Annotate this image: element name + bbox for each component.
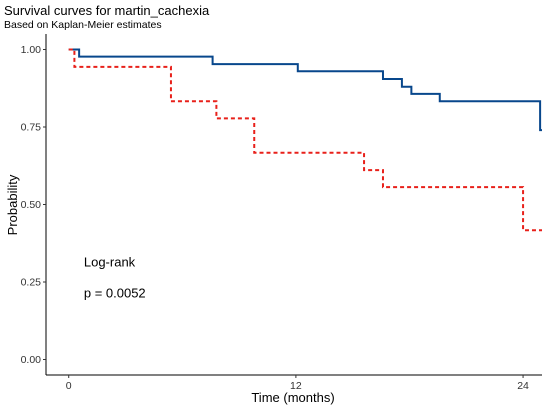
log-rank-label: Log-rank bbox=[84, 255, 136, 270]
x-tick-label: 24 bbox=[517, 380, 529, 392]
y-tick-label: 0.75 bbox=[21, 122, 42, 134]
x-tick-label: 12 bbox=[290, 380, 302, 392]
series-2-curve bbox=[68, 48, 542, 232]
y-tick-label: 0.00 bbox=[21, 354, 42, 366]
y-tick-label: 0.50 bbox=[21, 199, 42, 211]
y-axis-title: Probability bbox=[5, 174, 20, 235]
x-tick-label: 0 bbox=[66, 380, 72, 392]
series-1-curve bbox=[68, 48, 542, 132]
y-tick-label: 0.25 bbox=[21, 277, 42, 289]
y-tick-label: 1.00 bbox=[21, 44, 42, 56]
chart-subtitle: Based on Kaplan-Meier estimates bbox=[4, 19, 162, 31]
p-value-label: p = 0.0052 bbox=[84, 286, 146, 301]
chart-title: Survival curves for martin_cachexia bbox=[4, 3, 210, 18]
x-axis-title: Time (months) bbox=[251, 390, 334, 405]
